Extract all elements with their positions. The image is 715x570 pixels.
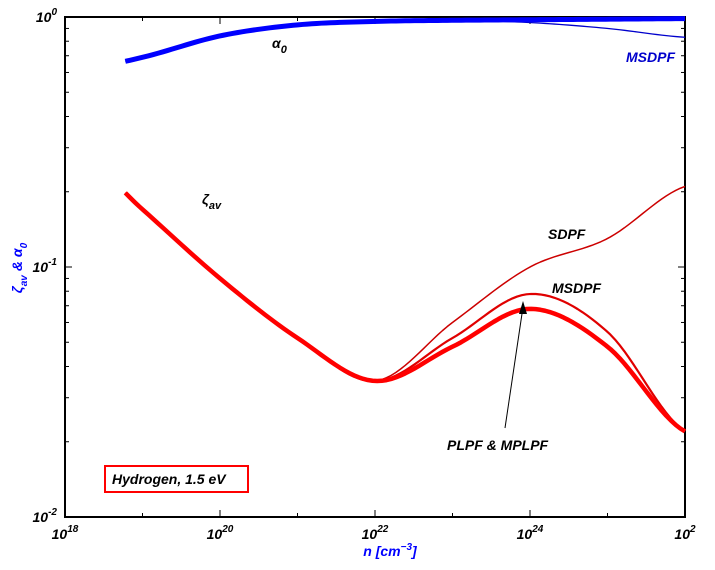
- alpha0-label: α0: [272, 35, 288, 56]
- msdpf-zeta-label: MSDPF: [552, 280, 601, 296]
- x-tick-label: 102: [674, 524, 696, 542]
- annotations: α0 MSDPF ζav SDPF MSDPF PLPF & MPLPF Hyd…: [104, 35, 675, 493]
- msdpf-alpha-label: MSDPF: [626, 49, 675, 65]
- y-axis-label: ζav&α0: [9, 242, 30, 293]
- plpf-arrow-head: [519, 301, 527, 314]
- plpf-arrow-line: [504, 306, 524, 429]
- plot-frame: [64, 16, 686, 518]
- series-zeta-plpf: [123, 191, 687, 434]
- x-tick-label: 1024: [517, 524, 544, 542]
- plpf-label: PLPF & MPLPF: [447, 437, 549, 453]
- series-layer: [123, 16, 687, 434]
- zeta-symbol: ζ: [202, 191, 210, 207]
- x-tick-label: 1020: [207, 524, 234, 542]
- axis-labels: n [cm−3] ζav&α0: [9, 242, 418, 559]
- series-zeta-msdpf: [124, 192, 686, 433]
- series-alpha0: [124, 16, 686, 64]
- x-tick-label: 1018: [52, 524, 79, 542]
- x-tick-label: 1022: [362, 524, 389, 542]
- sdpf-label: SDPF: [548, 226, 586, 242]
- legend-box: [104, 465, 249, 493]
- zeta-av-label: ζav: [202, 191, 222, 212]
- series-zeta-sdpf: [124, 185, 686, 382]
- zeta-subscript: av: [209, 200, 222, 212]
- alpha0-symbol: α: [272, 35, 282, 51]
- axes: 1018 1020 1022 1024 102 10-2 10-1 100: [33, 7, 696, 542]
- y-tick-label: 100: [36, 7, 58, 25]
- legend-text: Hydrogen, 1.5 eV: [112, 471, 227, 487]
- y-tick-label: 10-1: [33, 257, 58, 275]
- y-tick-label: 10-2: [33, 507, 58, 525]
- x-axis-label: n [cm−3]: [363, 542, 418, 559]
- alpha0-subscript: 0: [281, 44, 288, 56]
